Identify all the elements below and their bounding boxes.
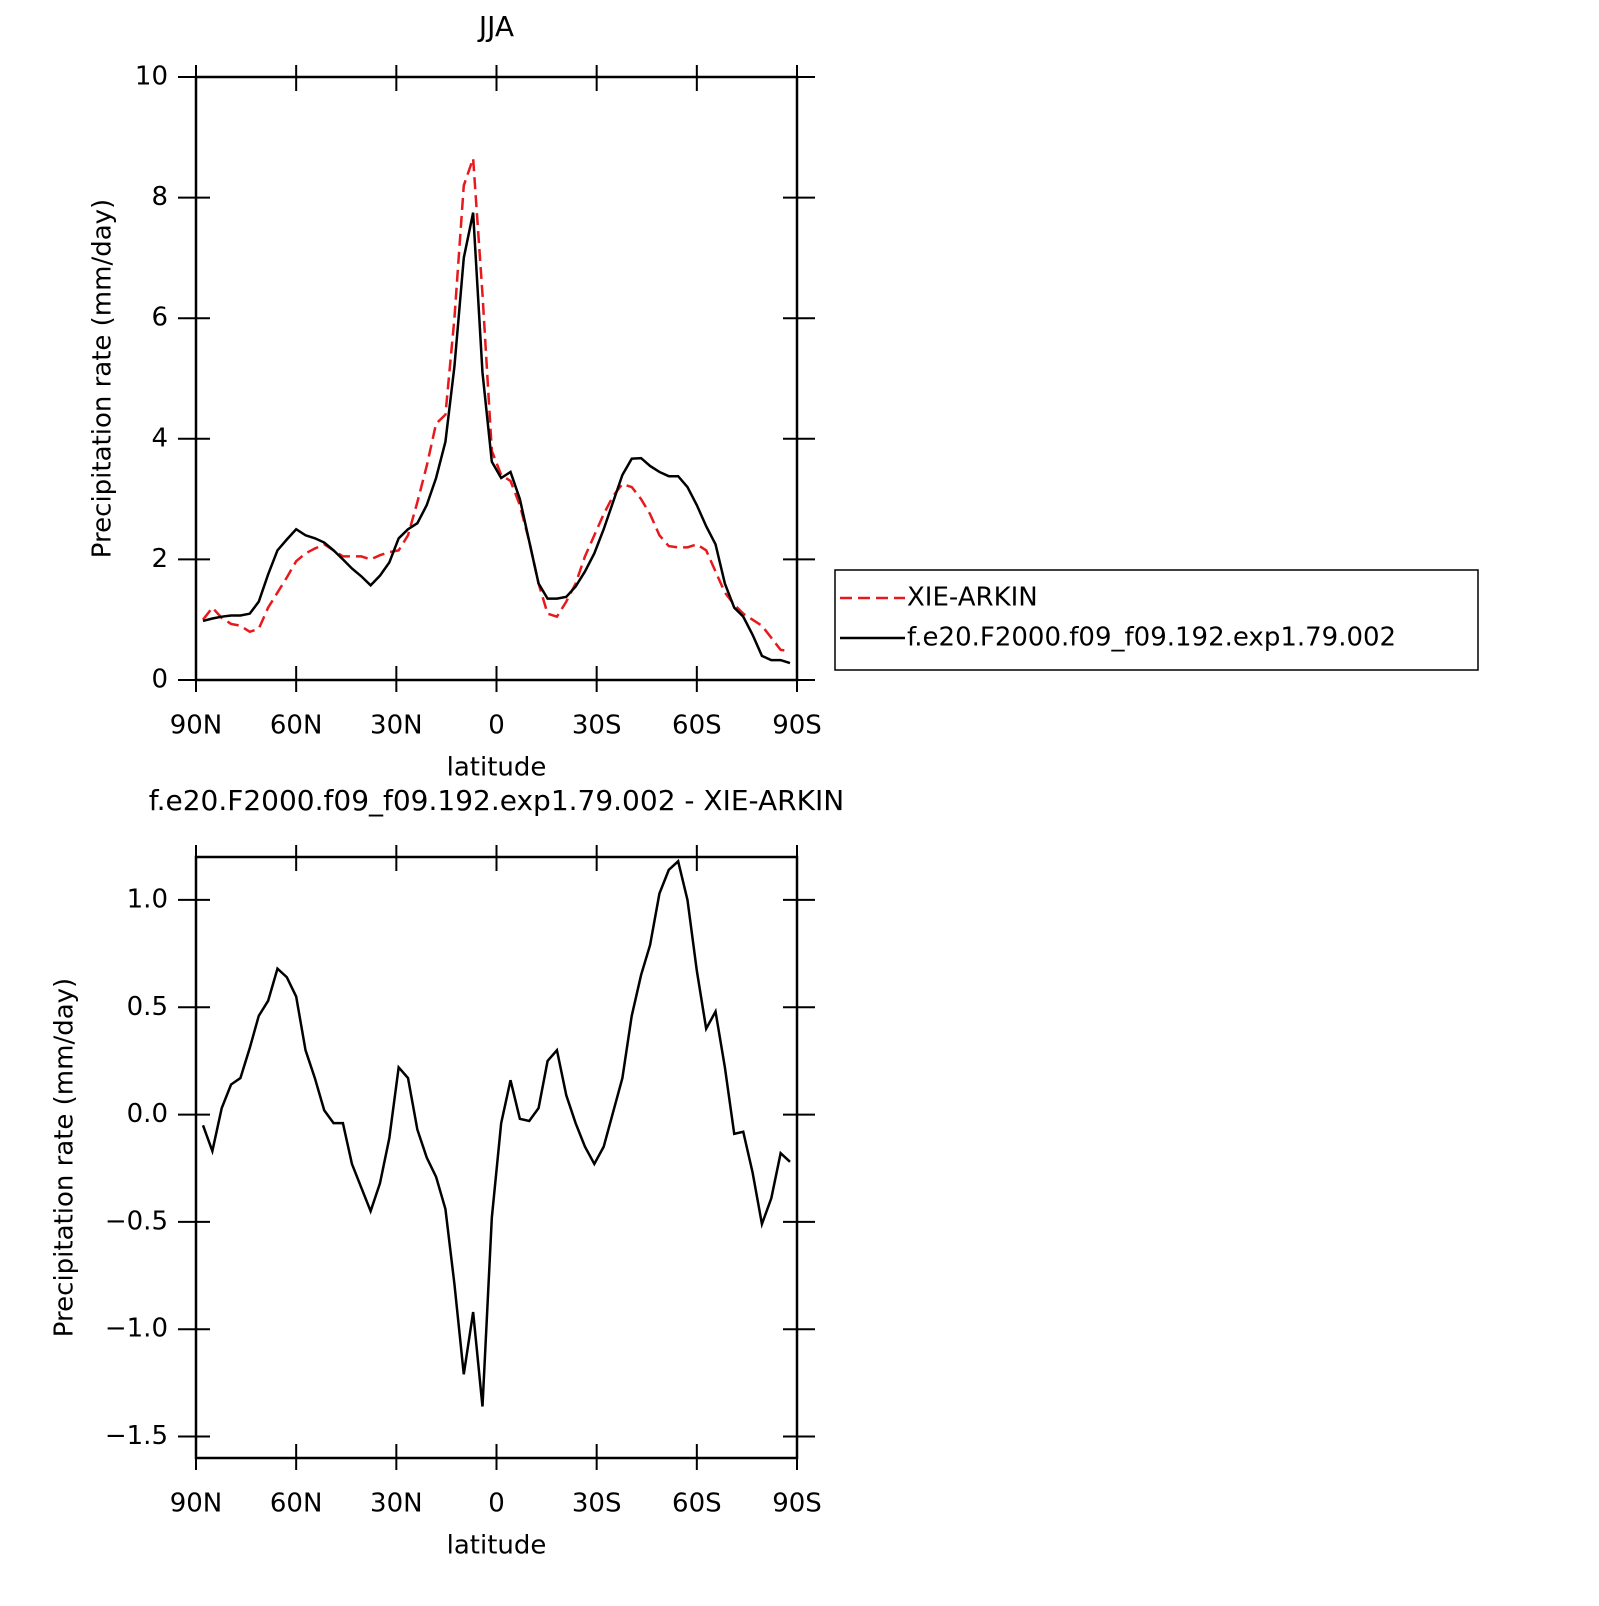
x-tick-label: 90S <box>772 711 822 741</box>
x-tick-label: 60N <box>270 711 323 741</box>
legend-label: f.e20.F2000.f09_f09.192.exp1.79.002 <box>907 623 1396 653</box>
x-tick-label: 90N <box>170 1489 223 1519</box>
legend-box <box>834 569 1479 671</box>
y-tick-label: 10 <box>135 62 168 92</box>
x-axis-label: latitude <box>447 1531 547 1561</box>
data-line <box>201 858 791 1407</box>
x-tick-label: 0 <box>488 1489 505 1519</box>
y-tick-label: −1.5 <box>105 1421 168 1451</box>
data-line <box>202 157 791 653</box>
y-tick-label: 0 <box>151 665 168 695</box>
x-tick-label: 30N <box>370 1489 423 1519</box>
y-tick-label: 4 <box>151 423 168 453</box>
x-tick-label: 90N <box>170 711 223 741</box>
plot-frame <box>194 75 799 682</box>
chart-title: f.e20.F2000.f09_f09.192.exp1.79.002 - XI… <box>149 784 844 817</box>
x-tick-label: 60S <box>672 1489 722 1519</box>
plot-frame <box>194 855 799 1460</box>
y-tick-label: 0.5 <box>127 992 168 1022</box>
y-tick-label: −0.5 <box>105 1206 168 1236</box>
x-tick-label: 90S <box>772 1489 822 1519</box>
y-tick-label: 1.0 <box>127 884 168 914</box>
data-line <box>202 212 791 665</box>
x-tick-label: 60S <box>672 711 722 741</box>
x-tick-label: 30N <box>370 711 423 741</box>
x-tick-label: 0 <box>488 711 505 741</box>
y-axis-label: Precipitation rate (mm/day) <box>50 978 80 1337</box>
y-axis-label: Precipitation rate (mm/day) <box>88 199 118 558</box>
chart-title: JJA <box>477 10 514 43</box>
y-tick-label: 2 <box>151 544 168 574</box>
y-tick-label: 8 <box>151 182 168 212</box>
y-tick-label: 0.0 <box>127 1099 168 1129</box>
y-tick-label: −1.0 <box>105 1314 168 1344</box>
legend-label: XIE-ARKIN <box>907 583 1038 613</box>
x-tick-label: 30S <box>572 1489 622 1519</box>
x-tick-label: 60N <box>270 1489 323 1519</box>
x-tick-label: 30S <box>572 711 622 741</box>
x-axis-label: latitude <box>447 753 547 783</box>
y-tick-label: 6 <box>151 303 168 333</box>
